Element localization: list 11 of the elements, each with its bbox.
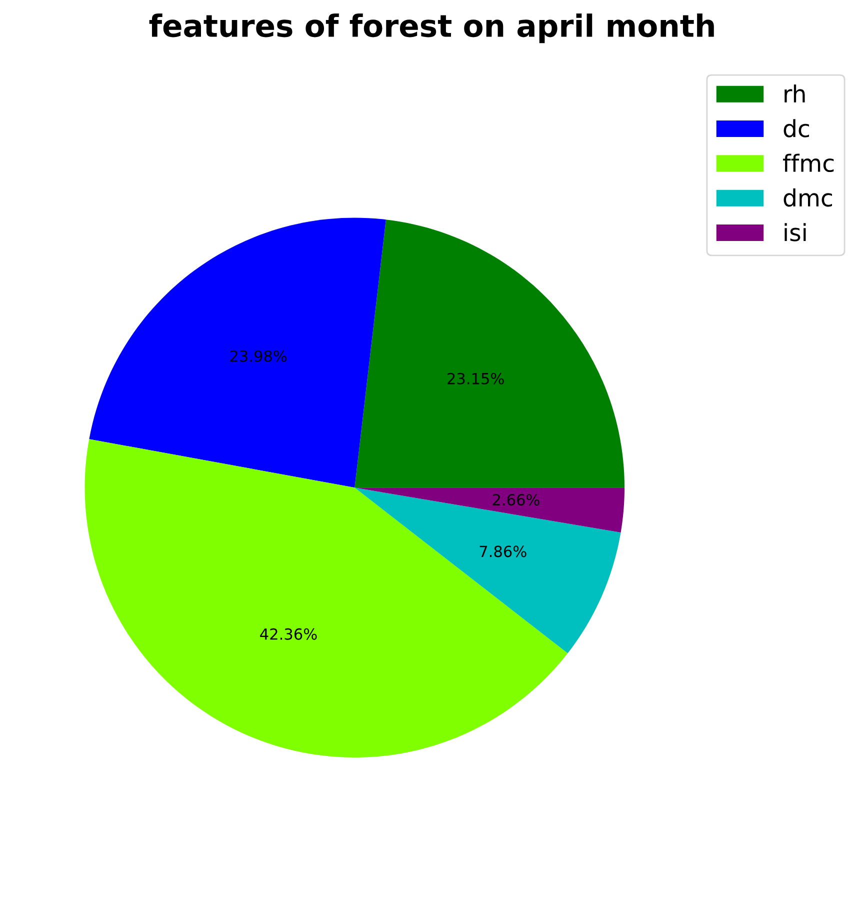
data-label: 42.36% (260, 628, 317, 640)
legend-label: dc (784, 119, 809, 138)
legend-label: isi (784, 223, 806, 242)
legend-label: ffmc (783, 154, 834, 172)
data-label: 7.86% (480, 546, 526, 558)
chart-title: features of forest on april month (149, 14, 714, 44)
data-label: 23.15% (448, 372, 504, 384)
legend-label: rh (784, 84, 805, 102)
legend-label: dmc (784, 188, 832, 207)
data-label: 2.66% (492, 494, 540, 506)
data-label: 23.98% (230, 350, 287, 362)
